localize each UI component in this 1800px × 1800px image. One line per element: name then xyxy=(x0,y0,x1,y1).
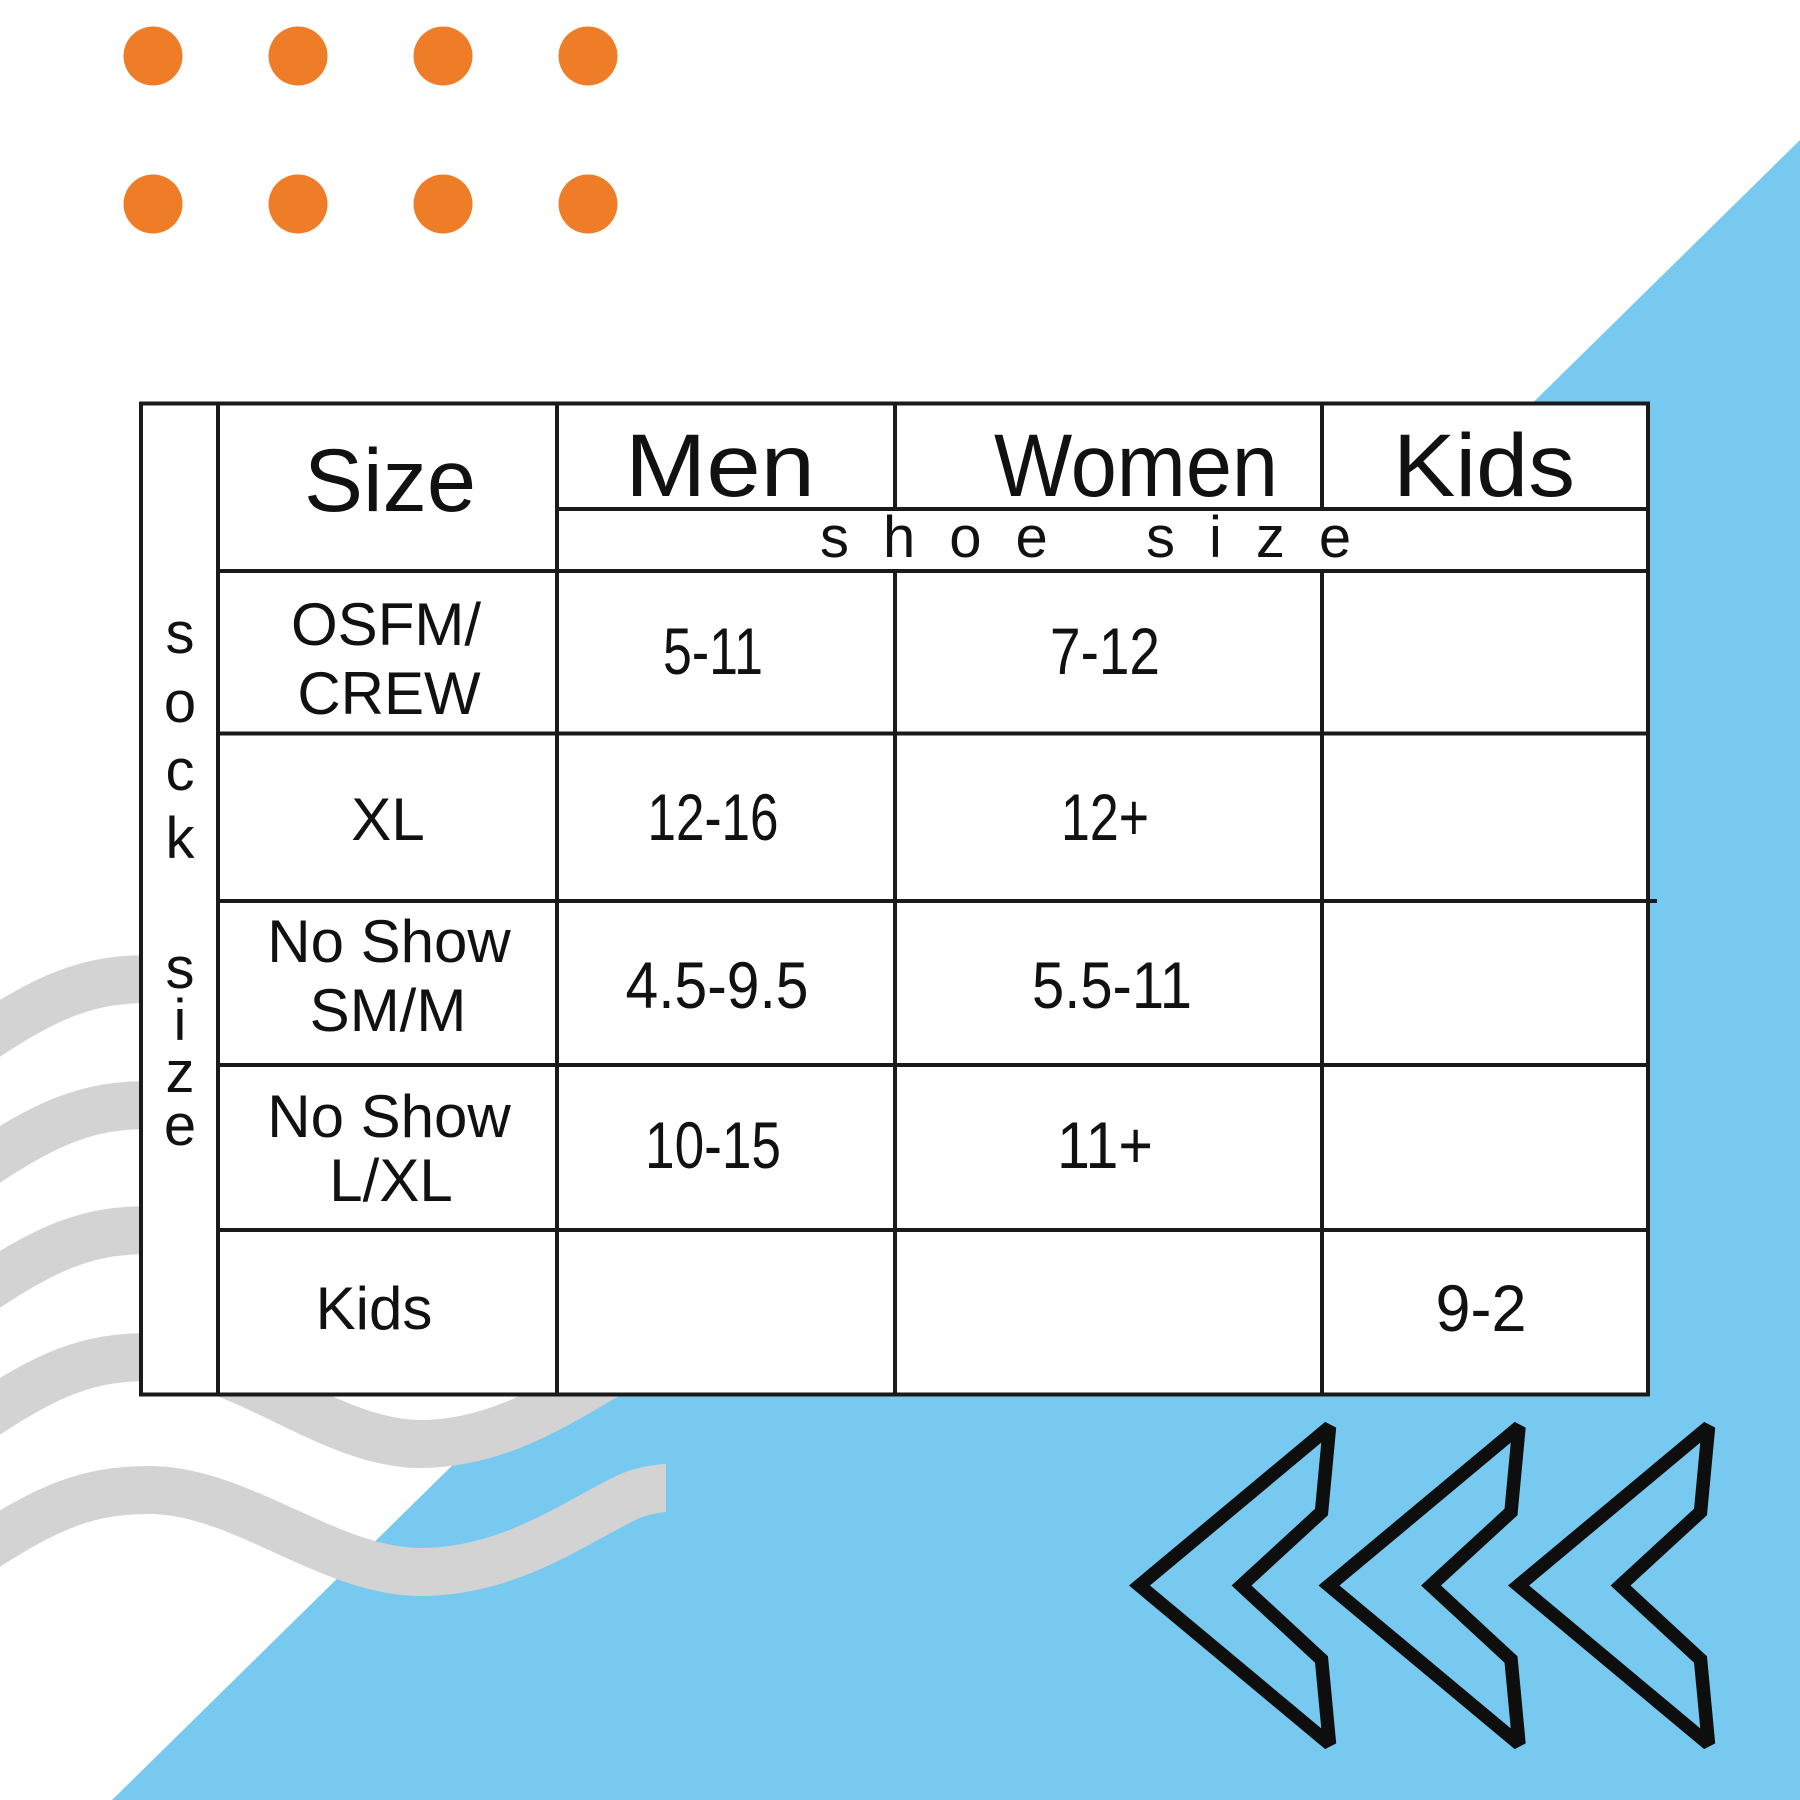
svg-text:XL: XL xyxy=(351,786,424,853)
svg-text:12-16: 12-16 xyxy=(648,780,779,854)
svg-text:5.5-11: 5.5-11 xyxy=(1032,948,1192,1022)
svg-text:L/XL: L/XL xyxy=(329,1147,452,1214)
svg-text:12+: 12+ xyxy=(1061,780,1149,854)
svg-text:4.5-9.5: 4.5-9.5 xyxy=(626,948,809,1022)
svg-text:c: c xyxy=(166,738,195,803)
svg-text:11+: 11+ xyxy=(1057,1108,1153,1182)
svg-text:7-12: 7-12 xyxy=(1050,614,1160,688)
svg-text:Women: Women xyxy=(994,415,1278,515)
svg-text:z: z xyxy=(166,1040,195,1105)
svg-text:o: o xyxy=(164,670,196,735)
svg-text:CREW: CREW xyxy=(297,660,481,727)
svg-text:5-11: 5-11 xyxy=(663,614,763,688)
svg-text:Kids: Kids xyxy=(316,1275,433,1342)
svg-text:Men: Men xyxy=(625,415,815,515)
svg-text:OSFM/: OSFM/ xyxy=(291,591,481,658)
svg-text:10-15: 10-15 xyxy=(645,1108,781,1182)
svg-text:k: k xyxy=(166,806,196,871)
svg-text:SM/M: SM/M xyxy=(310,977,467,1044)
svg-text:Kids: Kids xyxy=(1393,415,1575,515)
svg-text:e: e xyxy=(164,1093,196,1158)
svg-text:No Show: No Show xyxy=(267,908,511,975)
svg-text:size: size xyxy=(1146,505,1385,570)
svg-text:Size: Size xyxy=(304,430,476,530)
svg-text:i: i xyxy=(174,988,187,1053)
svg-text:No Show: No Show xyxy=(267,1083,511,1150)
svg-text:s: s xyxy=(166,936,195,1001)
svg-text:9-2: 9-2 xyxy=(1436,1271,1527,1345)
svg-text:s: s xyxy=(166,601,195,666)
svg-text:shoe: shoe xyxy=(820,505,1082,570)
